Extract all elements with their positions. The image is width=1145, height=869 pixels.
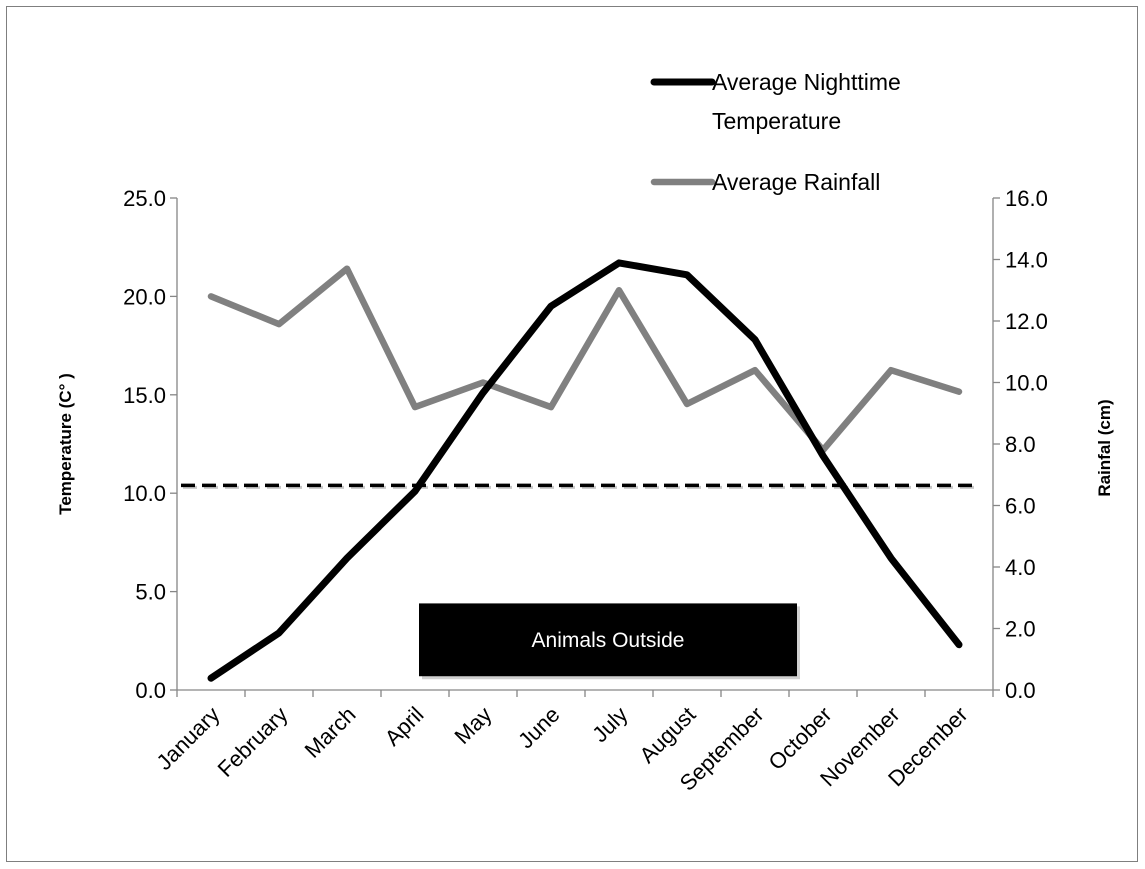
x-tick-label: July [587, 702, 632, 747]
y-tick-label-right: 2.0 [1005, 617, 1036, 642]
legend-rainfall-label: Average Rainfall [712, 169, 880, 195]
legend-temperature-label: Average Nighttime [712, 69, 901, 95]
chart-frame [6, 6, 1138, 862]
y-tick-label-right: 16.0 [1005, 186, 1048, 211]
y-tick-label-left: 15.0 [123, 383, 166, 408]
annotation-box [419, 603, 797, 677]
x-tick-label: May [449, 702, 496, 749]
series-line-temperature [207, 259, 963, 682]
y-tick-label-left: 5.0 [135, 580, 166, 605]
y-tick-label-right: 14.0 [1005, 248, 1048, 273]
y-tick-label-right: 6.0 [1005, 494, 1036, 519]
y-axis-title-left: Temperature (C° ) [56, 373, 75, 515]
y-axis-title-right: Rainfal (cm) [1095, 399, 1114, 496]
y-tick-label-left: 0.0 [135, 678, 166, 703]
series-line-rainfall [207, 265, 963, 454]
y-tick-label-right: 10.0 [1005, 371, 1048, 396]
x-tick-label: June [513, 702, 564, 753]
y-tick-label-left: 20.0 [123, 284, 166, 309]
y-tick-label-left: 25.0 [123, 186, 166, 211]
y-tick-label-right: 0.0 [1005, 678, 1036, 703]
y-tick-label-right: 12.0 [1005, 309, 1048, 334]
x-tick-label: February [213, 702, 293, 782]
y-tick-label-right: 8.0 [1005, 432, 1036, 457]
x-tick-label: March [300, 702, 361, 763]
y-tick-label-left: 10.0 [123, 481, 166, 506]
legend-temperature-label: Temperature [712, 108, 841, 134]
annotation-label: Animals Outside [532, 629, 685, 652]
x-tick-label: August [634, 702, 700, 768]
x-tick-label: April [380, 702, 429, 751]
y-tick-label-right: 4.0 [1005, 555, 1036, 580]
